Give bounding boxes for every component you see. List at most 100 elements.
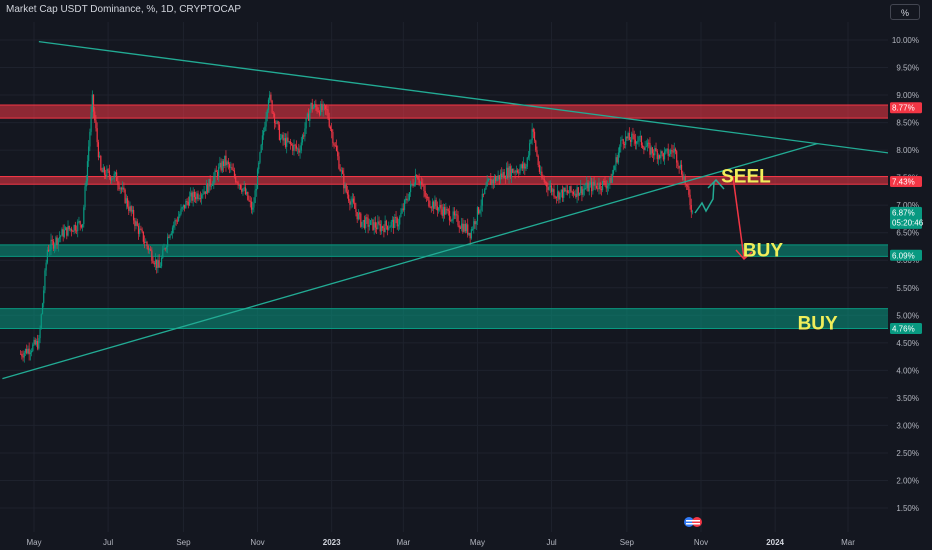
candle-body [92, 94, 95, 112]
candle-body [283, 138, 285, 141]
annotations: SEEL BUY BUY [721, 167, 838, 335]
candle-body [605, 185, 607, 189]
candle-body [265, 117, 267, 127]
candle-body [631, 133, 633, 142]
candle-body [258, 162, 260, 170]
candle-body [497, 175, 499, 179]
scale-unit-button[interactable]: % [890, 4, 920, 20]
candle-body [473, 221, 475, 230]
candle-body [102, 167, 104, 173]
candle-body [236, 181, 238, 183]
candle-body [648, 142, 650, 144]
candle-body [644, 147, 646, 150]
candle-body [434, 199, 436, 209]
candle-body [504, 178, 506, 180]
y-tick-label: 5.00% [896, 311, 919, 320]
candle-body [379, 223, 381, 232]
candle-body [597, 188, 599, 190]
candle-body [617, 152, 619, 163]
candle-body [567, 192, 570, 194]
y-tick-label: 8.50% [896, 119, 919, 128]
candle-body [367, 218, 369, 227]
candle-body [211, 184, 214, 186]
candle-body [209, 178, 211, 187]
candle-body [461, 223, 463, 229]
candle-body [684, 176, 686, 185]
candle-body [533, 131, 536, 141]
candle-body [292, 144, 294, 151]
candle-body [122, 187, 124, 190]
candle-body [197, 193, 199, 199]
candle-body [159, 266, 161, 268]
candle-body [60, 235, 62, 238]
candle-body [490, 179, 492, 186]
candle-body [620, 140, 622, 147]
candle-body [565, 190, 567, 192]
candle-body [591, 182, 593, 192]
candle-body [445, 208, 447, 215]
candle-body [633, 134, 635, 140]
candle-body [637, 140, 639, 142]
candle-body [293, 144, 295, 151]
candle-body [403, 200, 406, 210]
candle-body [654, 148, 656, 156]
flag-icon[interactable] [684, 517, 702, 527]
candle-body [22, 356, 24, 358]
candle-body [673, 148, 675, 153]
candle-body [547, 186, 549, 190]
candle-body [215, 170, 217, 172]
candle-body [457, 215, 459, 226]
candle-body [182, 204, 185, 208]
candle-body [167, 236, 169, 248]
candle-body [289, 141, 291, 145]
candle-body [418, 179, 420, 183]
candle-body [488, 179, 491, 180]
candle-body [441, 209, 443, 216]
candle-body [435, 199, 437, 207]
candle-body [391, 219, 394, 222]
candle-body [537, 156, 539, 165]
x-tick-label: 2024 [766, 538, 784, 547]
candle-body [248, 199, 250, 201]
candle-body [185, 201, 187, 209]
candle-body [33, 339, 35, 345]
candle-body [317, 111, 319, 113]
candle-body [335, 145, 338, 151]
candle-body [333, 143, 335, 146]
candle-body [369, 220, 372, 225]
candle-body [152, 260, 154, 264]
candle-body [260, 144, 262, 153]
candle-body [177, 216, 180, 222]
candle-body [588, 184, 590, 192]
candle-body [589, 182, 592, 185]
candle-body [629, 139, 632, 142]
candle-body [526, 157, 528, 167]
candle-body [74, 225, 76, 231]
candle-body [400, 213, 402, 217]
candle-body [244, 187, 246, 195]
candle-body [643, 147, 645, 150]
candle-body [322, 104, 324, 111]
candle-body [447, 209, 449, 211]
candle-body [402, 208, 404, 210]
candle-body [536, 150, 538, 157]
candle-body [502, 171, 504, 177]
candle-body [304, 128, 306, 137]
candle-body [356, 212, 358, 220]
candle-body [91, 94, 93, 113]
candle-body [303, 135, 305, 137]
candle-body [368, 224, 370, 227]
candle-body [498, 175, 500, 180]
x-tick-label: Mar [396, 538, 410, 547]
candle-body [583, 188, 585, 190]
candle-body [135, 221, 137, 226]
candle-body [314, 104, 316, 108]
candle-body [341, 170, 344, 174]
candle-body [55, 237, 57, 246]
down-arrow-head [735, 249, 753, 261]
candle-body [558, 191, 560, 200]
candle-body [184, 204, 186, 209]
candle-body [446, 208, 448, 210]
x-tick-label: May [26, 538, 41, 547]
